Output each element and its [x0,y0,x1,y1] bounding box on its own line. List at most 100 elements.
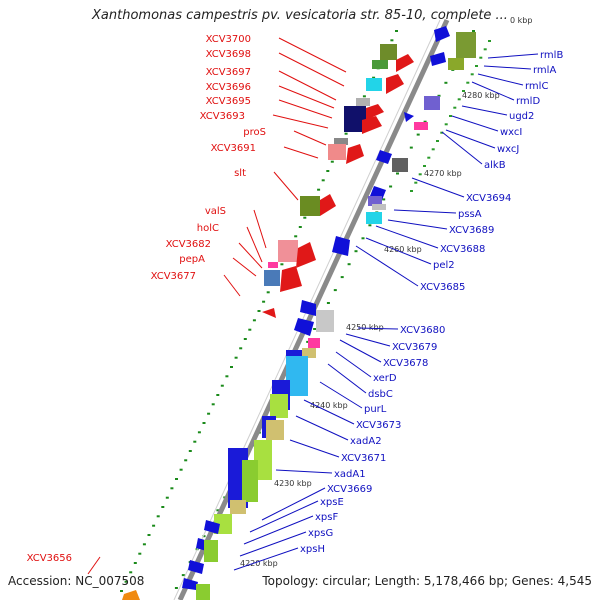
gene-arrow[interactable] [430,52,446,66]
gene-arrow[interactable] [204,520,220,534]
gene-block[interactable] [264,270,280,286]
gene-label-left[interactable]: XCV3695 [206,96,251,107]
gc-dot [396,172,399,175]
gene-label-left[interactable]: proS [243,127,266,138]
gene-block[interactable] [328,144,346,160]
gene-label-right[interactable]: XCV3694 [466,193,511,204]
gene-block[interactable] [372,204,386,210]
gene-arrow[interactable] [376,150,392,164]
gene-label-right[interactable]: XCV3688 [440,244,485,255]
gc-dot [216,509,220,512]
gene-block[interactable] [230,500,246,514]
gene-arrow[interactable] [346,144,364,164]
gc-dot [248,328,252,331]
gene-label-left[interactable]: XCV3693 [200,111,245,122]
gene-label-left[interactable]: XCV3677 [151,271,196,282]
gene-label-right[interactable]: XCV3673 [356,420,401,431]
kbp-tick: 4250 kbp [346,323,384,332]
gene-block[interactable] [204,540,218,562]
gene-label-right[interactable]: XCV3671 [341,453,386,464]
gc-dot [181,574,185,577]
gene-label-right[interactable]: rmlB [540,50,563,61]
gene-arrow[interactable] [396,54,414,72]
gene-arrow[interactable] [386,74,404,94]
gene-label-right[interactable]: xerD [373,373,397,384]
gene-arrow[interactable] [122,590,140,600]
gene-label-left[interactable]: valS [205,206,226,217]
gene-block[interactable] [278,240,298,262]
gene-block[interactable] [456,32,476,58]
gene-block[interactable] [448,58,464,70]
gene-label-left[interactable]: holC [197,223,219,234]
gene-arrow[interactable] [294,318,314,336]
gene-block[interactable] [356,98,370,106]
gene-label-right[interactable]: xadA2 [350,436,382,447]
gene-label-right[interactable]: wxcI [500,127,522,138]
gene-label-left[interactable]: slt [234,168,246,179]
gene-label-left[interactable]: XCV3656 [27,553,72,564]
gene-label-right[interactable]: XCV3679 [392,342,437,353]
gene-block[interactable] [424,96,440,110]
gene-block[interactable] [302,348,316,358]
gene-label-left[interactable]: XCV3682 [166,239,211,250]
gene-label-right[interactable]: XCV3685 [420,282,465,293]
gene-block[interactable] [414,122,428,130]
gene-label-left[interactable]: XCV3697 [206,67,251,78]
gene-block[interactable] [334,138,348,145]
gene-label-left[interactable]: pepA [179,254,205,265]
gene-label-left[interactable]: XCV3700 [206,34,251,45]
gene-arrow[interactable] [182,578,198,590]
gene-label-right[interactable]: purL [364,404,387,415]
gene-label-right[interactable]: ugd2 [509,111,534,122]
gene-label-right[interactable]: rmlD [516,96,540,107]
gc-dot [239,347,243,350]
gene-block[interactable] [308,338,320,348]
gene-arrow[interactable] [280,266,302,292]
gene-arrow[interactable] [366,104,384,120]
gene-block[interactable] [380,44,397,60]
gene-block[interactable] [344,106,366,132]
gene-block[interactable] [196,584,210,600]
gene-label-right[interactable]: XCV3689 [449,225,494,236]
gene-arrow[interactable] [188,560,204,574]
gene-label-right[interactable]: XCV3680 [400,325,445,336]
gene-label-right[interactable]: alkB [484,160,506,171]
gene-block[interactable] [368,196,382,206]
gene-block[interactable] [266,420,284,440]
gene-arrow[interactable] [296,242,316,268]
gene-block[interactable] [300,196,320,216]
gene-label-right[interactable]: rmlC [525,81,548,92]
gene-block[interactable] [316,310,334,332]
gene-block[interactable] [366,78,382,91]
gene-label-right[interactable]: xpsE [320,497,344,508]
gene-arrow[interactable] [320,194,336,216]
gene-label-right[interactable]: wxcJ [497,144,519,155]
gene-label-right[interactable]: pssA [458,209,482,220]
gene-block[interactable] [268,262,278,268]
gene-label-right[interactable]: pel2 [433,260,455,271]
gene-arrow[interactable] [300,300,316,316]
gene-label-right[interactable]: XCV3678 [383,358,428,369]
gene-label-right[interactable]: xpsH [300,544,325,555]
gene-label-right[interactable]: XCV3669 [327,484,372,495]
gene-arrow[interactable] [404,112,414,122]
gene-label-left[interactable]: XCV3696 [206,82,251,93]
gene-label-right[interactable]: rmlA [533,65,556,76]
gene-arrow[interactable] [362,116,382,134]
gene-block[interactable] [366,212,382,224]
gene-label-right[interactable]: xpsF [315,512,338,523]
gene-arrow[interactable] [434,26,450,42]
gene-block[interactable] [286,356,308,396]
gene-block[interactable] [372,60,388,69]
gene-block[interactable] [242,460,258,502]
gene-block[interactable] [392,158,408,172]
gene-label-left[interactable]: XCV3698 [206,49,251,60]
gene-block[interactable] [254,440,272,480]
gene-label-right[interactable]: xpsG [308,528,333,539]
gene-label-right[interactable]: xadA1 [334,469,366,480]
gene-arrow[interactable] [332,236,350,256]
gene-arrow[interactable] [262,308,276,318]
gene-block[interactable] [270,394,288,418]
gene-label-left[interactable]: XCV3691 [211,143,256,154]
gene-label-right[interactable]: dsbC [368,389,393,400]
